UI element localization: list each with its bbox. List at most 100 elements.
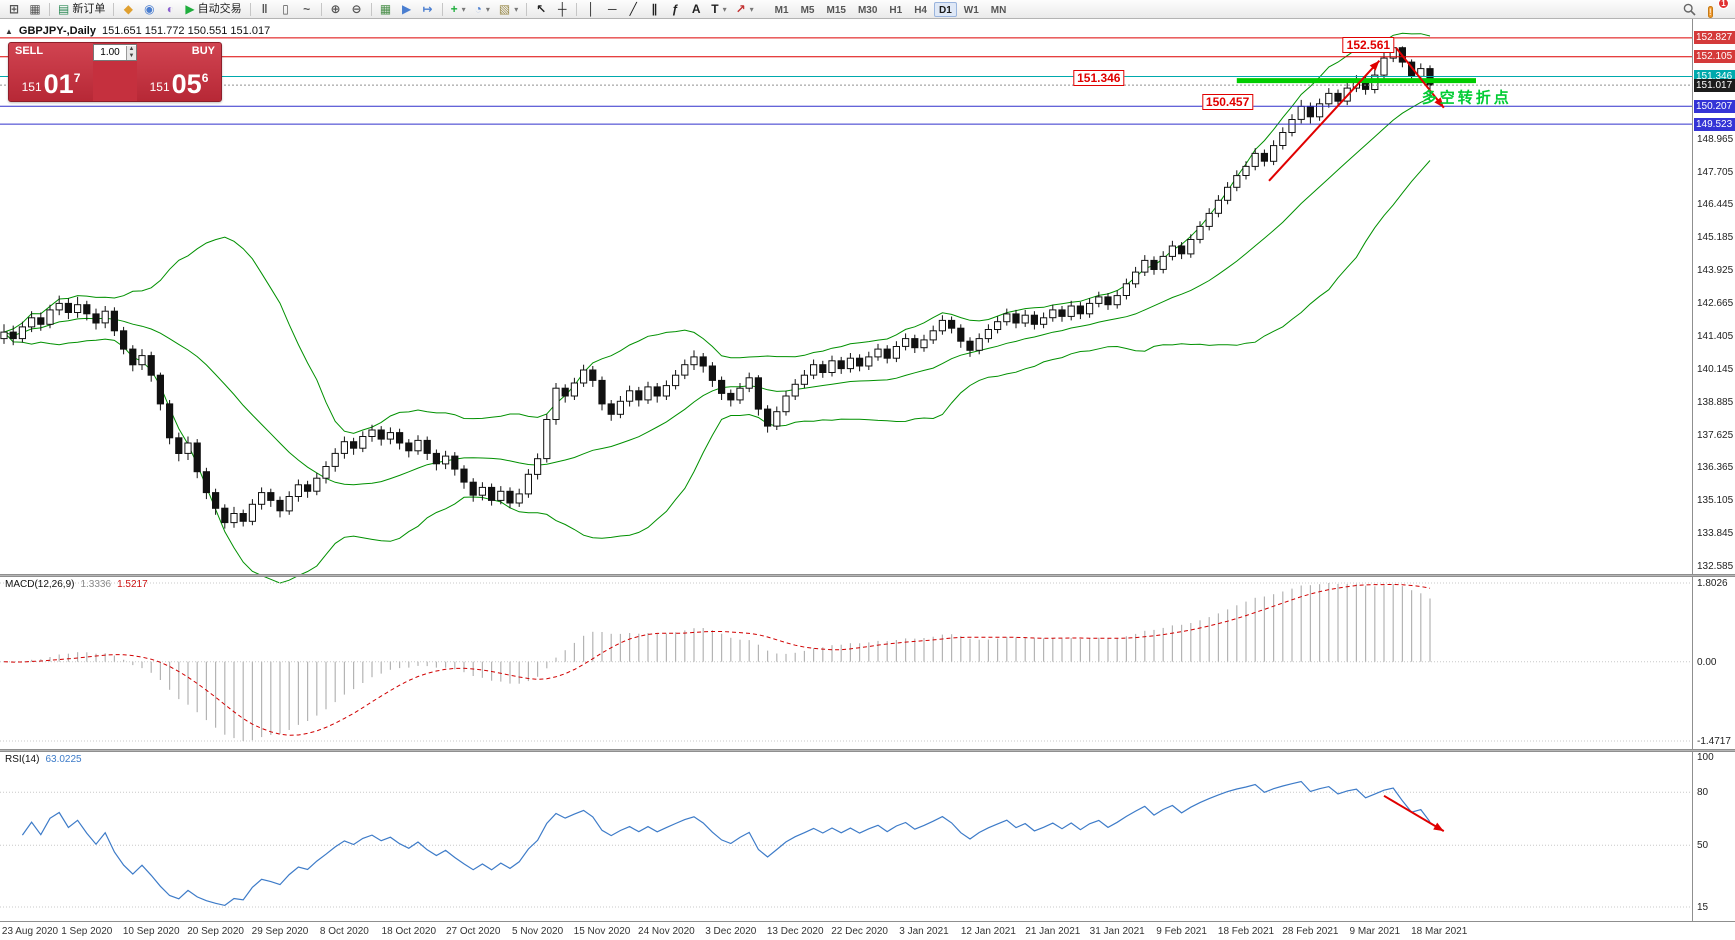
price-scale-label: 143.925 (1697, 265, 1734, 277)
buy-button[interactable]: BUY 151 05 6 (137, 43, 221, 101)
ask-prefix: 151 (149, 80, 170, 94)
profiles-icon: ▦ (29, 1, 41, 16)
indicators-button[interactable]: + ▾ (447, 1, 470, 18)
time-axis-label: 18 Mar 2021 (1411, 926, 1468, 937)
new-order-button[interactable]: ▤ 新订单 (54, 1, 109, 18)
toolbar-separator (576, 2, 578, 16)
candlestick-chart-button[interactable]: ▯ (276, 1, 296, 18)
rsi-indicator-label: RSI(14) 63.0225 (5, 754, 82, 765)
line-chart-button[interactable]: ~ (297, 1, 317, 18)
autotrading-icon: ▶ (185, 1, 195, 16)
bid-prefix: 151 (21, 80, 42, 94)
autotrading-button[interactable]: ▶ 自动交易 (181, 1, 245, 18)
zoom-out-button[interactable]: ⊖ (347, 1, 367, 18)
metaeditor-button[interactable]: ◆ (118, 1, 138, 18)
line-chart-icon: ~ (303, 1, 311, 16)
fibonacci-icon: ƒ (671, 1, 679, 16)
time-axis-label: 3 Jan 2021 (899, 926, 949, 937)
sell-button[interactable]: SELL 151 01 7 (9, 43, 93, 101)
price-scale-label: 133.845 (1697, 528, 1734, 540)
bid-price: 151 01 7 (9, 60, 93, 101)
crosshair-button[interactable]: ┼ (552, 1, 572, 18)
sell-label: SELL (15, 45, 44, 57)
pane-separator[interactable] (0, 749, 1735, 752)
buy-label: BUY (191, 45, 215, 57)
tag-resistance-1: 152.827 (1694, 31, 1735, 45)
notification-badge: 1 (1718, 0, 1729, 9)
grid-button[interactable]: ▦ (376, 1, 396, 18)
arrows-button[interactable]: ↗ ▾ (732, 1, 758, 18)
ask-price: 151 05 6 (137, 60, 221, 101)
candlestick-series (0, 44, 1434, 529)
timeframe-button-H4[interactable]: H4 (914, 4, 927, 16)
market-watch-button[interactable]: ◉ (139, 1, 159, 18)
time-axis[interactable]: 23 Aug 2020 1 Sep 2020 10 Sep 2020 20 Sep 2… (0, 921, 1735, 940)
time-axis-label: 9 Feb 2021 (1156, 926, 1207, 937)
price-scale-label: 136.365 (1697, 462, 1734, 474)
price-scale[interactable]: 148.965 147.705 146.445 145.185 143.925 142.6… (1692, 19, 1735, 921)
time-axis-label: 8 Oct 2020 (319, 926, 369, 937)
time-axis-label: 13 Dec 2020 (766, 926, 824, 937)
fibonacci-button[interactable]: ƒ (665, 1, 685, 18)
equidistant-channel-button[interactable]: ∥ (644, 1, 664, 18)
timeframe-button-M5[interactable]: M5 (800, 4, 815, 16)
cursor-button[interactable]: ↖ (531, 1, 551, 18)
tick-chart-button[interactable]: ▶ (397, 1, 417, 18)
grid-icon: ▦ (379, 1, 392, 16)
toolbar-separator (370, 2, 372, 16)
bar-chart-icon: ‖ (261, 1, 268, 16)
tick-chart-icon: ▶ (401, 1, 412, 16)
toolbar-separator (441, 2, 443, 16)
periods-button[interactable]: ◔ ▾ (471, 1, 494, 18)
ask-big-digits: 05 (171, 69, 202, 99)
price-scale-label: 132.585 (1697, 561, 1734, 573)
candlestick-chart-icon: ▯ (282, 1, 289, 16)
rsi-value: 63.0225 (45, 754, 82, 765)
timeframe-button-W1[interactable]: W1 (963, 4, 979, 16)
timeframe-button-M30[interactable]: M30 (857, 4, 878, 16)
new-chart-button[interactable]: ⊞ (4, 1, 24, 18)
volume-input[interactable] (94, 45, 126, 60)
crosshair-icon: ┼ (557, 1, 567, 16)
zoom-in-button[interactable]: ⊕ (326, 1, 346, 18)
tag-resistance-2: 152.105 (1694, 50, 1735, 64)
pane-separator[interactable] (0, 574, 1735, 577)
timeframe-button-H1[interactable]: H1 (889, 4, 903, 16)
time-axis-label: 23 Aug 2020 (1, 926, 59, 937)
bar-chart-button[interactable]: ‖ (255, 1, 275, 18)
time-axis-label: 9 Mar 2021 (1349, 926, 1401, 937)
chart-canvas[interactable] (0, 0, 1692, 940)
chart-objects[interactable] (0, 37, 1692, 832)
price-scale-label: 135.105 (1697, 495, 1734, 507)
volume-down-button[interactable]: ▼ (127, 52, 136, 60)
vertical-line-button[interactable]: │ (581, 1, 601, 18)
templates-button[interactable]: ▧ ▾ (495, 1, 522, 18)
toolbar-separator (49, 2, 50, 16)
data-window-button[interactable]: ◐ (160, 1, 180, 18)
vertical-line-icon: │ (587, 1, 595, 16)
indicators-caret-icon: ▾ (461, 4, 466, 14)
notifications-icon[interactable]: ! 1 (1708, 0, 1729, 18)
timeframe-button-D1[interactable]: D1 (933, 1, 957, 17)
timeframe-button-M1[interactable]: M1 (774, 4, 789, 16)
text-label-button[interactable]: T ▾ (707, 1, 730, 18)
time-axis-label: 31 Jan 2021 (1089, 926, 1145, 937)
timeframe-button-M15[interactable]: M15 (826, 4, 846, 16)
rsi-arrow (1383, 794, 1445, 832)
one-click-trading-panel: SELL 151 01 7 ▲ ▼ BUY 151 05 6 (8, 42, 222, 102)
timeframe-button-MN[interactable]: MN (990, 4, 1007, 16)
chart-shift-button[interactable]: ↦ (418, 1, 438, 18)
trendline-button[interactable]: ╱ (623, 1, 643, 18)
indicators-icon: + (450, 1, 458, 16)
text-button[interactable]: A (686, 1, 706, 18)
time-axis-label: 20 Sep 2020 (187, 926, 244, 937)
profiles-button[interactable]: ▦ (25, 1, 45, 18)
search-icon[interactable] (1679, 1, 1700, 18)
volume-up-button[interactable]: ▲ (127, 45, 136, 53)
horizontal-line-button[interactable]: ─ (602, 1, 622, 18)
collapse-chart-icon[interactable]: ▲ (5, 26, 13, 36)
autotrading-label: 自动交易 (197, 2, 242, 15)
zoom-in-icon: ⊕ (330, 1, 341, 16)
trendline-icon: ╱ (629, 1, 637, 16)
